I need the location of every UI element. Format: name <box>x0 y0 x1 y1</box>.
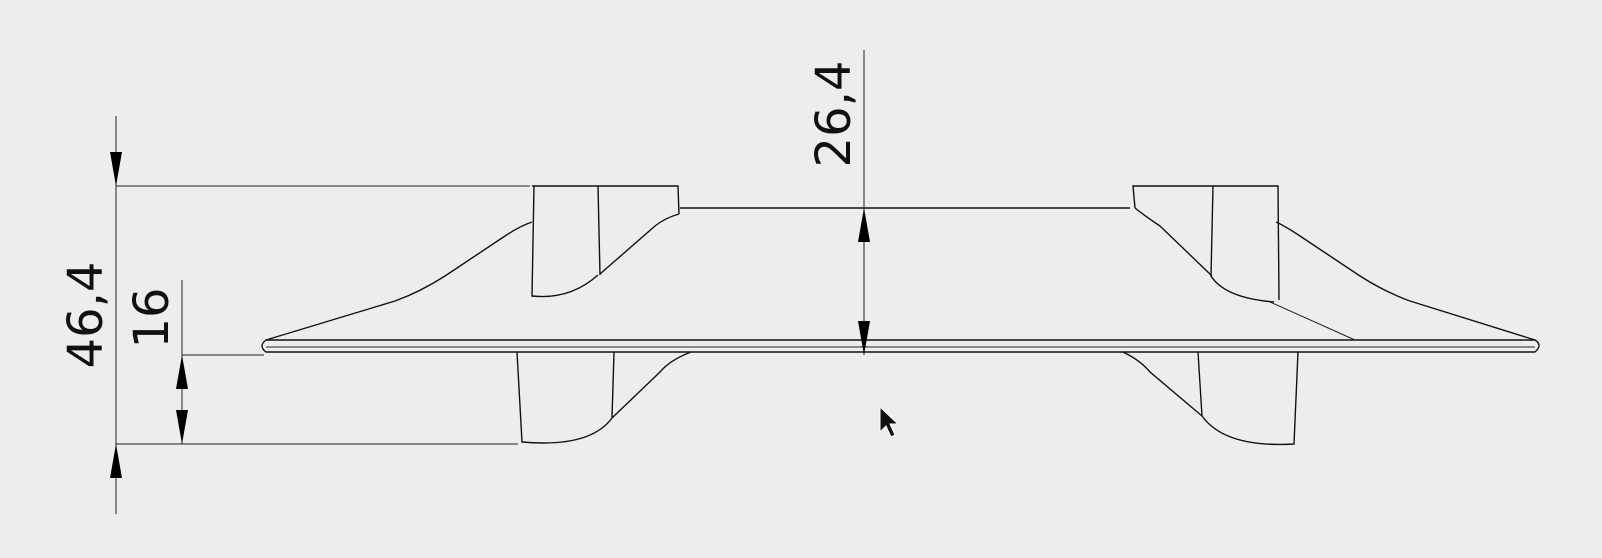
flange-plate <box>261 339 1540 353</box>
arrowhead <box>110 444 122 478</box>
dimension-label-lower: 16 <box>124 287 180 348</box>
arrowhead <box>858 208 870 242</box>
right-web-inner-line <box>1269 301 1356 341</box>
dimension-label-overall: 46,4 <box>58 262 114 369</box>
arrowhead <box>110 152 122 186</box>
left-upper-boss <box>531 185 680 298</box>
right-lower-boss <box>1122 351 1299 446</box>
dimension-lower-height: 16 <box>124 280 264 444</box>
arrowhead <box>176 410 188 444</box>
arrowhead <box>176 355 188 389</box>
dimension-label-upper: 26,4 <box>806 61 862 168</box>
dimension-overall-height: 46,4 <box>58 116 530 514</box>
arrowhead <box>858 321 870 355</box>
dimension-upper-height: 26,4 <box>806 50 870 355</box>
right-web-outer <box>1275 221 1536 341</box>
left-lower-boss <box>516 351 692 444</box>
part-profile <box>261 185 1540 446</box>
right-upper-boss <box>1132 185 1280 303</box>
left-web-outer <box>265 221 533 341</box>
mouse-cursor-icon <box>879 405 900 438</box>
